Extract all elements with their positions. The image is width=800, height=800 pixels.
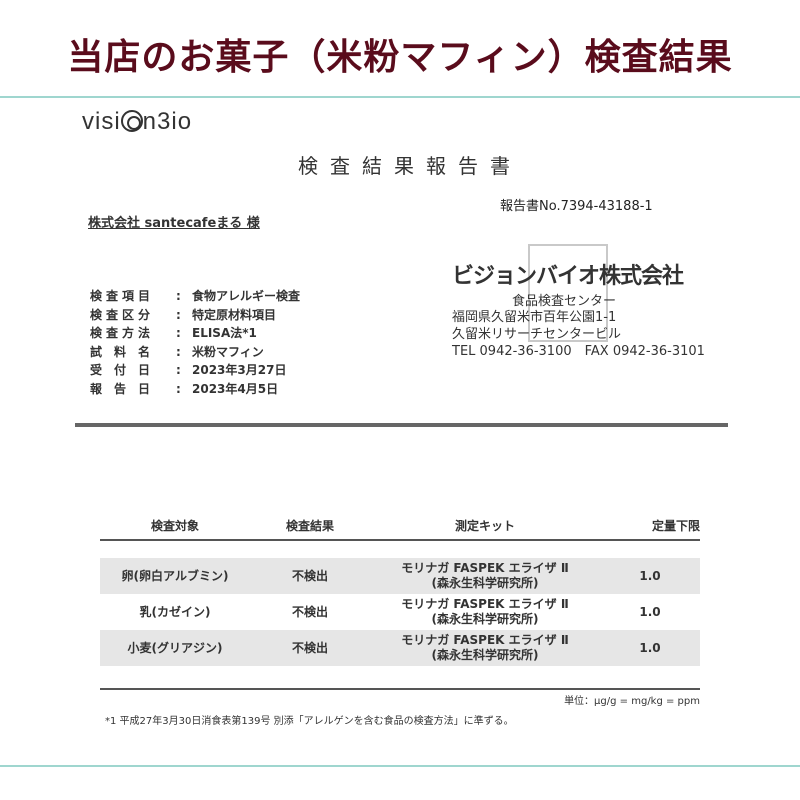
field-key: 受付日 <box>90 363 163 378</box>
column-header: 検査結果 <box>250 512 370 541</box>
field-value: 特定原材料項目 <box>192 307 277 322</box>
column-header: 検査対象 <box>100 512 250 541</box>
divider <box>75 423 728 427</box>
field-row: 検査方法: ELISA法*1 <box>90 324 300 343</box>
divider <box>0 96 800 98</box>
cell-kit: モリナガ FASPEK エライザ Ⅱ (森永生科学研究所) <box>401 597 569 626</box>
cell-target: 卵(卵白アルブミン) <box>100 558 250 594</box>
field-key: 検査項目 <box>90 289 155 303</box>
issuer-phone: TEL 0942-36-3100 FAX 0942-36-3101 <box>452 344 705 359</box>
cell-result: 不検出 <box>250 558 370 594</box>
table-header: 検査対象 検査結果 測定キット 定量下限 <box>100 512 700 541</box>
field-row: 試料名: 米粉マフィン <box>90 343 300 362</box>
table-row: 卵(卵白アルブミン) 不検出 モリナガ FASPEK エライザ Ⅱ (森永生科学研… <box>100 558 700 594</box>
spiral-logo-icon <box>120 110 143 132</box>
unit-note: 単位：μg/g = mg/kg = ppm <box>564 696 700 707</box>
field-value: 米粉マフィン <box>192 344 264 359</box>
field-key: 検査区分 <box>90 307 155 322</box>
field-row: 検査区分: 特定原材料項目 <box>90 306 300 325</box>
field-value: ELISA法*1 <box>192 326 257 341</box>
report-number: 報告書No.7394-43188-1 <box>500 199 653 214</box>
field-value: 2023年4月5日 <box>192 381 279 396</box>
cell-kit: モリナガ FASPEK エライザ Ⅱ (森永生科学研究所) <box>370 558 600 594</box>
column-header: 測定キット <box>370 512 600 541</box>
column-header: 定量下限 <box>600 512 700 541</box>
issuer-address2: 久留米リサーチセンタービル <box>452 327 622 342</box>
issuer-center: 食品検査センター <box>512 294 617 309</box>
cell-result: 不検出 <box>250 630 370 666</box>
field-row: 検査項目: 食物アレルギー検査 <box>90 287 300 306</box>
cell-limit: 1.0 <box>600 630 700 666</box>
cell-limit: 1.0 <box>600 558 700 594</box>
client-name: 株式会社 santecafeまる 様 <box>88 216 260 231</box>
cell-target: 乳(カゼイン) <box>139 604 211 619</box>
field-row: 受付日:2023年3月27日 <box>90 361 300 380</box>
field-row: 報告日:2023年4月5日 <box>90 380 300 399</box>
cell-result: 不検出 <box>291 604 328 619</box>
field-value: 食物アレルギー検査 <box>192 289 301 303</box>
page-title: 当店のお菓子（米粉マフィン）検査結果 <box>67 37 733 78</box>
cell-limit: 1.0 <box>639 604 661 619</box>
divider <box>0 765 800 767</box>
cell-kit: モリナガ FASPEK エライザ Ⅱ (森永生科学研究所) <box>370 630 600 666</box>
issuer-block: ビジョンバイオ株式会社 食品検査センター 福岡県久留米市百年公園1-1 久留米リ… <box>452 258 705 360</box>
issuer-name: ビジョンバイオ株式会社 <box>452 264 684 289</box>
visionbio-logo: visi n3io <box>82 108 193 135</box>
company-seal-stamp <box>528 244 608 342</box>
field-value: 2023年3月27日 <box>192 363 287 378</box>
divider <box>100 688 700 690</box>
cell-target: 小麦(グリアジン) <box>100 630 250 666</box>
footnote: *1 平成27年3月30日消食表第139号 別添「アレルゲンを含む食品の検査方法… <box>105 716 514 727</box>
table-row: 乳(カゼイン) 不検出 モリナガ FASPEK エライザ Ⅱ (森永生科学研究所)… <box>100 594 700 630</box>
results-table: 検査対象 検査結果 測定キット 定量下限 卵(卵白アルブミン) 不検出 モリナガ… <box>100 512 700 666</box>
field-key: 試料名 <box>90 344 163 359</box>
issuer-address1: 福岡県久留米市百年公園1-1 <box>452 310 617 325</box>
field-key: 報告日 <box>90 381 163 396</box>
report-fields: 検査項目: 食物アレルギー検査 検査区分: 特定原材料項目 検査方法: ELISA法*… <box>90 287 300 399</box>
table-row: 小麦(グリアジン) 不検出 モリナガ FASPEK エライザ Ⅱ (森永生科学研究… <box>100 630 700 666</box>
report-title: 検査結果報告書 <box>298 154 522 178</box>
field-key: 検査方法 <box>90 326 155 341</box>
